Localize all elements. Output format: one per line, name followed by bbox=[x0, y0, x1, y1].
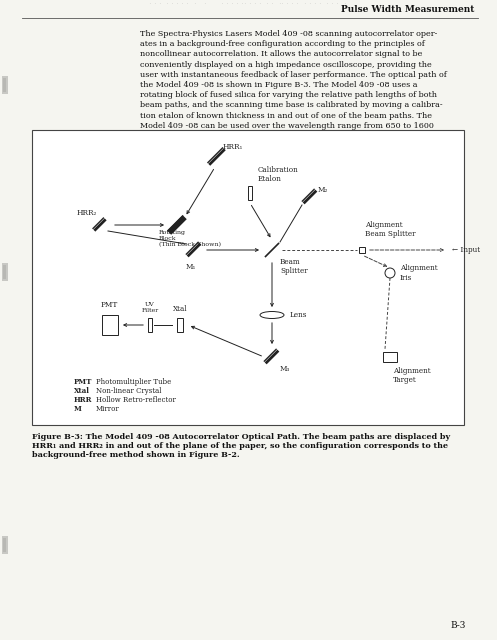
Text: Non-linear Crystal: Non-linear Crystal bbox=[96, 387, 162, 395]
Text: Xtal: Xtal bbox=[74, 387, 90, 395]
Text: HRR₁ and HRR₂ in and out of the plane of the paper, so the configuration corresp: HRR₁ and HRR₂ in and out of the plane of… bbox=[32, 442, 448, 450]
Text: PMT: PMT bbox=[74, 378, 92, 386]
Text: · · ·  · · · · ·  ·   ·      · · · · ·· · · ·  · ·  ·· · · ·  · · · ·  · · ·  ·: · · · · · · · · · · · · · · ·· · · · · ·… bbox=[149, 2, 347, 6]
Text: nm and, by changing the rotating blocks, it can be used to measure pulse: nm and, by changing the rotating blocks,… bbox=[140, 132, 439, 140]
Text: M: M bbox=[74, 405, 82, 413]
Bar bbox=[3, 538, 6, 552]
Text: HRR₁: HRR₁ bbox=[223, 143, 244, 151]
Text: widths from 25 ps to < 80 fs.: widths from 25 ps to < 80 fs. bbox=[140, 142, 258, 150]
Text: Model 409 -08 can be used over the wavelength range from 650 to 1600: Model 409 -08 can be used over the wavel… bbox=[140, 122, 434, 130]
Text: Hollow Retro-reflector: Hollow Retro-reflector bbox=[96, 396, 176, 404]
Text: tion etalon of known thickness in and out of one of the beam paths. The: tion etalon of known thickness in and ou… bbox=[140, 111, 432, 120]
Text: HRR: HRR bbox=[74, 396, 92, 404]
Bar bbox=[3, 78, 6, 92]
Text: Alignment
Target: Alignment Target bbox=[393, 367, 430, 384]
Text: Xtal: Xtal bbox=[172, 305, 187, 313]
Text: Alignment
Iris: Alignment Iris bbox=[400, 264, 438, 282]
Text: Pulse Width Measurement: Pulse Width Measurement bbox=[340, 5, 474, 14]
Text: the Model 409 -08 is shown in Figure B-3. The Model 409 -08 uses a: the Model 409 -08 is shown in Figure B-3… bbox=[140, 81, 417, 89]
Bar bbox=[32, 130, 464, 425]
Ellipse shape bbox=[260, 312, 284, 319]
Bar bbox=[3, 265, 6, 279]
Text: Rotating
Block
(Thin Block Shown): Rotating Block (Thin Block Shown) bbox=[159, 230, 221, 247]
Bar bbox=[248, 186, 252, 200]
Text: ← Input: ← Input bbox=[452, 246, 480, 254]
Text: B-3: B-3 bbox=[450, 621, 466, 630]
Text: M₁: M₁ bbox=[186, 263, 196, 271]
Text: user with instantaneous feedback of laser performance. The optical path of: user with instantaneous feedback of lase… bbox=[140, 71, 447, 79]
Text: conveniently displayed on a high impedance oscilloscope, providing the: conveniently displayed on a high impedan… bbox=[140, 61, 432, 68]
Bar bbox=[177, 318, 183, 332]
Text: rotating block of fused silica for varying the relative path lengths of both: rotating block of fused silica for varyi… bbox=[140, 92, 437, 99]
Bar bbox=[383, 352, 397, 362]
Text: Lens: Lens bbox=[290, 311, 307, 319]
Text: background-free method shown in Figure B-2.: background-free method shown in Figure B… bbox=[32, 451, 240, 459]
Bar bbox=[102, 315, 118, 335]
Bar bbox=[2, 536, 8, 554]
Text: Photomultiplier Tube: Photomultiplier Tube bbox=[96, 378, 171, 386]
Text: Beam
Splitter: Beam Splitter bbox=[280, 258, 308, 275]
Text: Alignment
Beam Splitter: Alignment Beam Splitter bbox=[365, 221, 415, 238]
Bar bbox=[2, 263, 8, 281]
Text: Mirror: Mirror bbox=[96, 405, 120, 413]
Bar bbox=[359, 247, 365, 253]
Text: M₂: M₂ bbox=[318, 186, 329, 194]
Bar bbox=[148, 318, 152, 332]
Text: ates in a background-free configuration according to the principles of: ates in a background-free configuration … bbox=[140, 40, 425, 48]
Text: beam paths, and the scanning time base is calibrated by moving a calibra-: beam paths, and the scanning time base i… bbox=[140, 101, 443, 109]
Text: The Spectra-Physics Lasers Model 409 -08 scanning autocorrelator oper-: The Spectra-Physics Lasers Model 409 -08… bbox=[140, 30, 437, 38]
Text: noncollinear autocorrelation. It allows the autocorrelator signal to be: noncollinear autocorrelation. It allows … bbox=[140, 51, 422, 58]
Text: M₃: M₃ bbox=[280, 365, 290, 373]
Text: Figure B-3: The Model 409 -08 Autocorrelator Optical Path. The beam paths are di: Figure B-3: The Model 409 -08 Autocorrel… bbox=[32, 433, 450, 441]
Text: UV
Filter: UV Filter bbox=[142, 302, 159, 313]
Text: HRR₂: HRR₂ bbox=[77, 209, 97, 217]
Text: Calibration
Etalon: Calibration Etalon bbox=[258, 166, 299, 183]
Text: PMT: PMT bbox=[100, 301, 118, 309]
Bar bbox=[2, 76, 8, 94]
